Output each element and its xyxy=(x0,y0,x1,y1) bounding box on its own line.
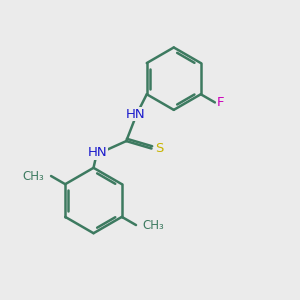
Text: CH₃: CH₃ xyxy=(142,218,164,232)
Text: HN: HN xyxy=(88,146,108,160)
Text: F: F xyxy=(217,96,225,109)
Text: S: S xyxy=(155,142,163,155)
Text: CH₃: CH₃ xyxy=(23,169,44,182)
Text: HN: HN xyxy=(125,108,145,121)
